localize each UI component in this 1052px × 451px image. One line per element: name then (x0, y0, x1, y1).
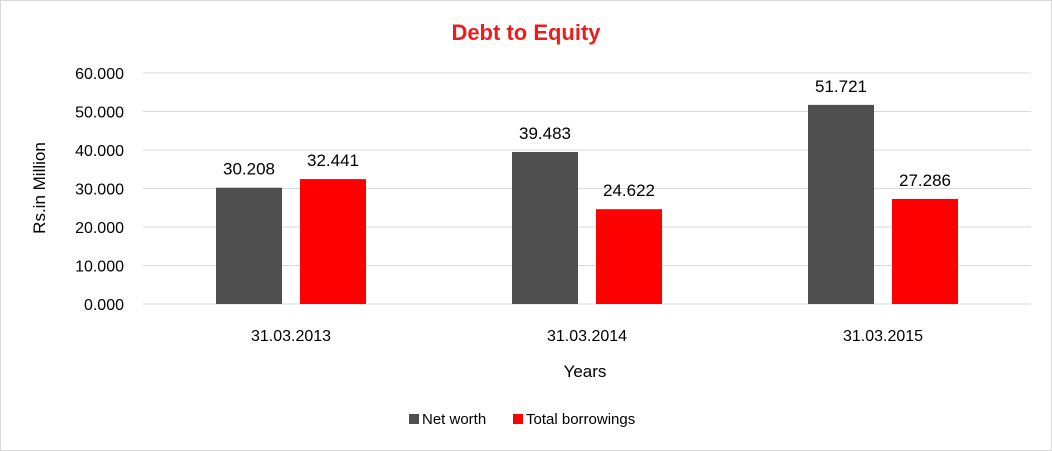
legend-total-borrowings-swatch (513, 414, 523, 424)
y-axis-label: Rs.in Million (30, 142, 49, 234)
bar-total-borrowings (892, 198, 958, 304)
data-label: 51.721 (815, 77, 867, 96)
y-tick-label: 0.000 (84, 297, 124, 314)
data-label: 39.483 (519, 124, 571, 143)
legend-net-worth-label: Net worth (422, 411, 486, 428)
y-tick-label: 10.000 (75, 259, 124, 276)
x-tick-label: 31.03.2015 (843, 328, 923, 345)
y-tick-label: 30.000 (75, 182, 124, 199)
legend-total-borrowings-label: Total borrowings (526, 411, 635, 428)
chart-title: Debt to Equity (451, 20, 601, 45)
y-tick-label: 20.000 (75, 220, 124, 237)
legend-net-worth-swatch (409, 414, 419, 424)
bar-total-borrowings (300, 179, 366, 304)
y-tick-label: 60.000 (75, 66, 124, 83)
x-axis-label: Years (564, 362, 607, 381)
data-label: 27.286 (899, 171, 951, 190)
bar-net-worth (808, 104, 874, 305)
data-label: 24.622 (603, 181, 655, 200)
bar-net-worth (512, 151, 578, 304)
x-tick-label: 31.03.2013 (251, 328, 331, 345)
data-label: 30.208 (223, 160, 275, 179)
x-tick-label: 31.03.2014 (547, 328, 627, 345)
data-label: 32.441 (307, 151, 359, 170)
y-tick-label: 40.000 (75, 143, 124, 160)
bar-total-borrowings (596, 209, 662, 304)
y-tick-label: 50.000 (75, 105, 124, 122)
bar-net-worth (216, 187, 282, 304)
